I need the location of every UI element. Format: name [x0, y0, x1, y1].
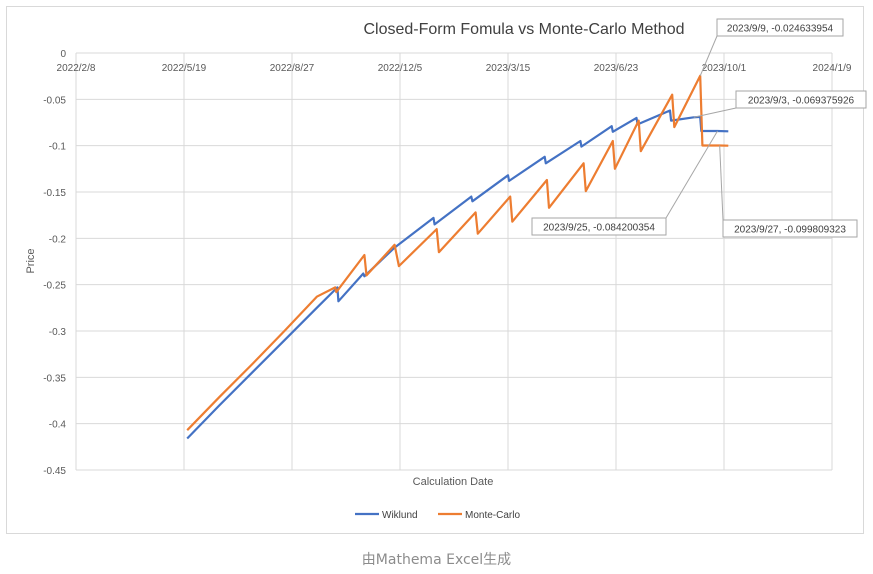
y-tick-label: -0.35: [43, 373, 66, 384]
callout-leader: [719, 145, 724, 221]
x-tick-label: 2022/8/27: [270, 63, 315, 74]
x-tick-label: 2023/10/1: [702, 63, 747, 74]
callout-box: [716, 18, 844, 37]
data-callout-label: 2023/9/25, -0.084200354: [543, 223, 655, 234]
callout-layer: 2023/9/9, -0.024633954 2023/9/3, -0.06937…: [531, 18, 867, 238]
data-callout-label: 2023/9/27, -0.099809323: [734, 225, 846, 236]
series-line-monte-carlo: [186, 74, 729, 431]
callout-box: [531, 217, 667, 236]
x-tick-label: 2022/2/8: [57, 63, 96, 74]
x-axis-title: Calculation Date: [413, 476, 494, 488]
legend: Wiklund Monte-Carlo: [355, 510, 520, 521]
series-line-wiklund: [186, 109, 729, 440]
callout-leader: [699, 35, 718, 77]
legend-label-monte-carlo: Monte-Carlo: [465, 510, 520, 521]
chart-title: Closed-Form Fomula vs Monte-Carlo Method: [364, 21, 685, 38]
callout-leader: [665, 130, 718, 219]
series-layer: [186, 74, 729, 440]
x-tick-label: 2023/6/23: [594, 63, 639, 74]
chart-frame: [6, 6, 864, 534]
y-axis-title: Price: [25, 248, 37, 273]
callout-leader: [693, 107, 737, 118]
y-tick-label: -0.15: [43, 188, 66, 199]
x-tick-label: 2022/5/19: [162, 63, 207, 74]
y-tick-label: -0.45: [43, 466, 66, 477]
callout-box: [735, 90, 867, 109]
grid-layer: [75, 52, 833, 471]
y-tick-label: -0.1: [49, 142, 67, 153]
y-tick-label: -0.4: [49, 420, 67, 431]
y-tick-label: -0.05: [43, 95, 66, 106]
x-tick-label: 2022/12/5: [378, 63, 423, 74]
legend-label-wiklund: Wiklund: [382, 510, 418, 521]
y-tick-label: -0.2: [49, 234, 67, 245]
y-tick-label: 0: [60, 49, 66, 60]
x-tick-label: 2024/1/9: [813, 63, 852, 74]
data-callout-label: 2023/9/9, -0.024633954: [727, 24, 834, 35]
x-tick-label: 2023/3/15: [486, 63, 531, 74]
image-caption: 由Mathema Excel生成: [361, 552, 512, 568]
y-tick-label: -0.3: [49, 327, 67, 338]
y-tick-label: -0.25: [43, 281, 66, 292]
callout-box: [722, 219, 858, 238]
tick-labels: 0 -0.05 -0.1 -0.15 -0.2 -0.25 -0.3 -0.35 -0.4 -0.…: [43, 49, 852, 477]
data-callout-label: 2023/9/3, -0.069375926: [748, 96, 855, 107]
